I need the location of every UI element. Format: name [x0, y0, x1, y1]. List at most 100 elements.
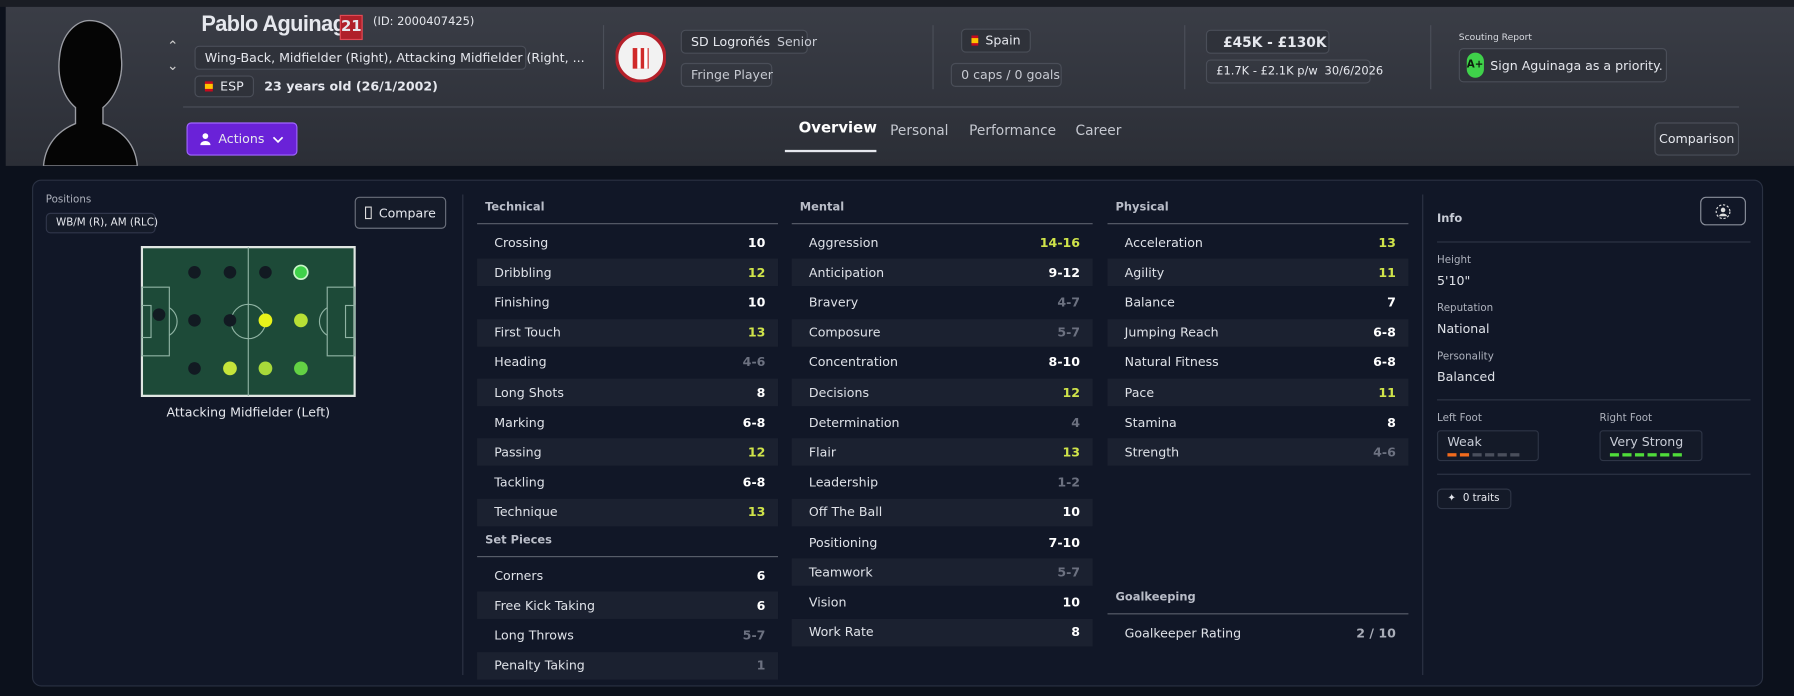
attribute-name: Marking [494, 414, 545, 430]
positions-box: Wing-Back, Midfielder (Right), Attacking… [194, 45, 585, 70]
info-button[interactable] [1700, 196, 1746, 226]
group-rule [1107, 613, 1409, 615]
caps-box: 0 caps / 0 goals [950, 62, 1062, 87]
attribute-name: Anticipation [808, 265, 885, 280]
comparison-label[interactable]: Comparison [1659, 131, 1735, 147]
compare-button[interactable]: Compare [354, 196, 447, 229]
person-icon [1715, 203, 1731, 219]
contract-expiry: 30/6/2026 [1324, 65, 1384, 78]
attribute-row: Crossing 10 [477, 229, 778, 256]
attribute-row: Anticipation 9-12 [791, 258, 1093, 287]
positions-summary-box: WB/M (R), AM (RLC) [45, 212, 158, 234]
actions-button[interactable]: Actions [186, 122, 298, 156]
squad-role: Fringe Player [691, 67, 773, 83]
group-title: Technical [485, 201, 545, 214]
attribute-row: Acceleration 13 [1108, 229, 1409, 256]
attribute-row: Passing 12 [477, 438, 779, 467]
attribute-row: Work Rate 8 [791, 618, 1093, 646]
group-rule [1107, 223, 1409, 225]
attribute-row: Corners 6 [477, 562, 778, 589]
attribute-name: Jumping Reach [1124, 325, 1219, 340]
attribute-row: Agility 11 [1107, 258, 1409, 287]
nationality-box: ESP [194, 75, 254, 98]
attribute-value: 12 [747, 265, 766, 280]
nation-box[interactable]: Spain [961, 28, 1031, 53]
selected-position: Attacking Midfielder (Left) [166, 405, 331, 420]
attribute-value: 5-7 [1057, 325, 1081, 340]
tab[interactable]: Performance [969, 122, 1057, 139]
attribute-value: 7-10 [1048, 534, 1081, 550]
attribute-row: Teamwork 5-7 [791, 558, 1093, 587]
divider [1184, 25, 1186, 90]
attribute-value: 7 [1387, 295, 1396, 310]
attribute-row: Decisions 12 [791, 378, 1093, 407]
attribute-name: Bravery [808, 295, 859, 310]
comparison-button[interactable]: Comparison [1654, 122, 1740, 156]
attribute-row: Long Shots 8 [477, 378, 779, 407]
attribute-row: Natural Fitness 6-8 [1108, 349, 1409, 376]
actions-label[interactable]: Actions [218, 131, 265, 147]
group-rule [477, 556, 779, 558]
club-box[interactable]: SD Logroñés Senior [680, 29, 817, 54]
attribute-row: Free Kick Taking 6 [477, 591, 779, 620]
club-name[interactable]: SD Logroñés [691, 34, 771, 50]
attribute-name: Leadership [808, 474, 879, 490]
info-rule [1437, 473, 1751, 475]
player-name: Pablo Aguinaga [201, 12, 357, 37]
attribute-name: Long Throws [494, 628, 574, 643]
attribute-value: 8-10 [1048, 355, 1081, 370]
attribute-name: Free Kick Taking [494, 598, 596, 613]
nation[interactable]: Spain [985, 33, 1021, 49]
attribute-value: 4 [1071, 414, 1081, 430]
attribute-value: 12 [1062, 384, 1081, 400]
attribute-value: 9-12 [1048, 265, 1081, 280]
attribute-name: Pace [1124, 384, 1155, 400]
attribute-name: Finishing [494, 295, 550, 310]
compare-label[interactable]: Compare [378, 205, 436, 221]
attribute-name: Teamwork [808, 564, 873, 580]
tab[interactable]: Career [1075, 122, 1122, 139]
scouting-grade: A+ [1466, 52, 1484, 78]
tab[interactable]: Personal [890, 122, 949, 139]
previous-arrow[interactable]: ⌃ [167, 37, 179, 54]
person-icon [200, 133, 211, 146]
attribute-value: 1-2 [1057, 474, 1081, 490]
player-id: (ID: 2000407425) [372, 16, 475, 29]
attribute-value: 12 [747, 444, 766, 460]
attribute-row: Composure 5-7 [791, 318, 1093, 347]
attribute-row: Jumping Reach 6-8 [1107, 318, 1409, 347]
positions-text: Wing-Back, Midfielder (Right), Attacking… [204, 50, 585, 66]
attribute-row: Positioning 7-10 [792, 529, 1093, 556]
tab[interactable]: Overview [798, 120, 877, 138]
next-arrow[interactable]: ⌄ [167, 57, 179, 74]
attribute-row: Balance 7 [1108, 289, 1409, 316]
attribute-name: Flair [808, 444, 837, 460]
scouting-box[interactable]: A+ Sign Aguinaga as a priority. [1458, 48, 1667, 83]
attribute-name: Composure [808, 325, 881, 340]
right-foot-value: Very Strong [1609, 434, 1684, 450]
attribute-name: Strength [1124, 444, 1180, 460]
attribute-value: 13 [1062, 444, 1081, 460]
left-foot-box: Weak [1437, 430, 1539, 462]
attribute-row: Technique 13 [477, 498, 779, 527]
traits[interactable]: 0 traits [1462, 493, 1500, 505]
attribute-name: Balance [1124, 295, 1175, 310]
flag [204, 81, 214, 92]
foot-bar [1447, 453, 1520, 457]
attribute-value: 8 [1071, 624, 1081, 640]
divider [1422, 194, 1424, 676]
attribute-name: Aggression [808, 235, 879, 250]
attribute-name: Decisions [808, 384, 870, 400]
attribute-row: Dribbling 12 [477, 258, 779, 287]
contract-box: £1.7K - £2.1K p/w 30/6/2026 [1205, 59, 1383, 84]
right-foot-box: Very Strong [1599, 430, 1703, 462]
attribute-value: 6-8 [742, 414, 766, 430]
attribute-value: 5-7 [742, 628, 766, 643]
traits-box[interactable]: ✦ 0 traits [1437, 488, 1512, 510]
left-foot-value: Weak [1447, 434, 1482, 450]
divider [932, 25, 934, 90]
attribute-row: Strength 4-6 [1107, 438, 1409, 467]
attribute-row: Marking 6-8 [477, 409, 778, 436]
